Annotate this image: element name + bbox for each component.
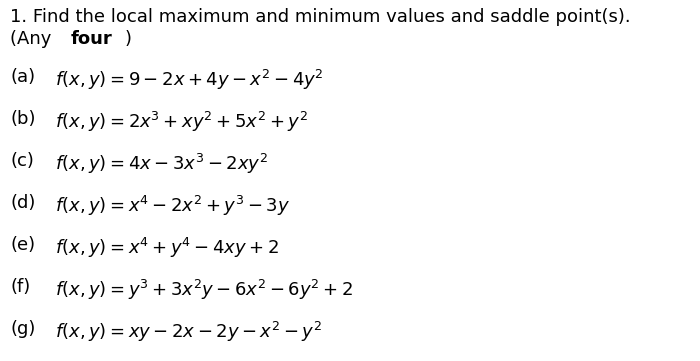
Text: (b): (b) <box>10 110 36 128</box>
Text: $f(x, y) = y^3 + 3x^2y - 6x^2 - 6y^2 + 2$: $f(x, y) = y^3 + 3x^2y - 6x^2 - 6y^2 + 2… <box>55 278 353 302</box>
Text: 1. Find the local maximum and minimum values and saddle point(s).: 1. Find the local maximum and minimum va… <box>10 8 631 26</box>
Text: (Any: (Any <box>10 30 57 48</box>
Text: four: four <box>71 30 113 48</box>
Text: (a): (a) <box>10 68 35 86</box>
Text: (f): (f) <box>10 278 30 296</box>
Text: $f(x, y) = 2x^3 + xy^2 + 5x^2 + y^2$: $f(x, y) = 2x^3 + xy^2 + 5x^2 + y^2$ <box>55 110 308 134</box>
Text: $f(x, y) = x^4 - 2x^2 + y^3 - 3y$: $f(x, y) = x^4 - 2x^2 + y^3 - 3y$ <box>55 194 290 218</box>
Text: $f(x, y) = 9 - 2x + 4y - x^2 - 4y^2$: $f(x, y) = 9 - 2x + 4y - x^2 - 4y^2$ <box>55 68 323 92</box>
Text: (e): (e) <box>10 236 35 254</box>
Text: $f(x, y) = xy - 2x - 2y - x^2 - y^2$: $f(x, y) = xy - 2x - 2y - x^2 - y^2$ <box>55 320 322 344</box>
Text: (d): (d) <box>10 194 36 212</box>
Text: ): ) <box>125 30 132 48</box>
Text: $f(x, y) = 4x - 3x^3 - 2xy^2$: $f(x, y) = 4x - 3x^3 - 2xy^2$ <box>55 152 268 176</box>
Text: $f(x, y) = x^4 + y^4 - 4xy + 2$: $f(x, y) = x^4 + y^4 - 4xy + 2$ <box>55 236 279 260</box>
Text: (c): (c) <box>10 152 34 170</box>
Text: (g): (g) <box>10 320 36 338</box>
